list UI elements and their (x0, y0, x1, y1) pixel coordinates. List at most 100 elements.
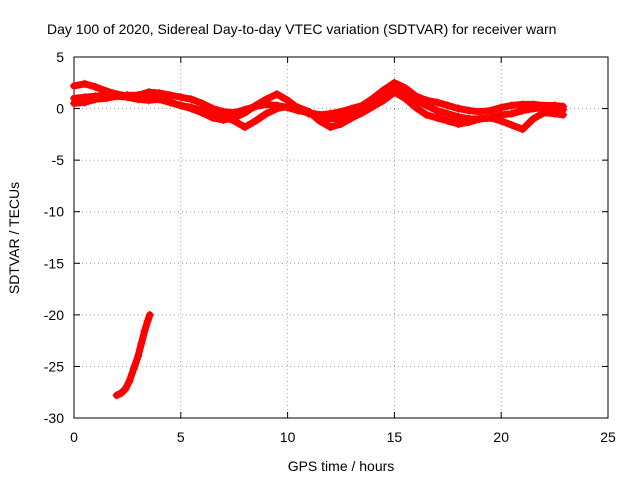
data-point (475, 114, 484, 123)
data-point (272, 90, 281, 99)
data-point (198, 106, 207, 115)
data-point (486, 106, 495, 115)
y-tick-label: -30 (44, 410, 64, 426)
data-point (102, 94, 111, 103)
data-point (80, 79, 89, 88)
x-tick-label: 25 (600, 429, 616, 445)
data-point (125, 376, 134, 385)
data-point (91, 82, 100, 91)
data-point (121, 385, 130, 394)
x-axis: 0 5 10 15 20 25 (70, 57, 616, 445)
data-point (176, 101, 185, 110)
data-point (347, 113, 356, 122)
data-point (272, 104, 281, 113)
data-point (507, 121, 516, 130)
data-point (262, 109, 271, 118)
data-point (70, 99, 78, 108)
y-tick-label: -25 (44, 358, 64, 374)
plot-frame (73, 56, 609, 419)
data-point (70, 81, 78, 90)
data-point (433, 113, 442, 122)
data-point (144, 92, 153, 101)
data-point (251, 101, 260, 110)
data-point (454, 112, 463, 121)
data-point (145, 310, 154, 319)
data-point (208, 109, 217, 118)
data-point (465, 117, 474, 126)
data-point (507, 109, 516, 118)
y-axis-title: SDTVAR / TECUs (6, 182, 22, 294)
x-tick-label: 0 (70, 429, 78, 445)
data-point (443, 101, 452, 110)
data-point (433, 106, 442, 115)
data-point (176, 93, 185, 102)
data-point (379, 96, 388, 105)
data-point (454, 104, 463, 113)
y-tick-label: -10 (44, 204, 64, 220)
data-point (294, 103, 303, 112)
data-point (219, 112, 228, 121)
series-band (113, 311, 154, 399)
data-point (475, 107, 484, 116)
y-tick-label: -20 (44, 307, 64, 323)
data-point (326, 114, 335, 123)
data-point (134, 91, 143, 100)
data-point (539, 108, 548, 117)
series-band-lower (70, 88, 568, 134)
x-tick-label: 20 (493, 429, 509, 445)
data-point (240, 108, 249, 117)
data-point (433, 98, 442, 107)
x-tick-label: 10 (280, 429, 296, 445)
data-point (315, 116, 324, 125)
series-outlier-track (112, 310, 154, 400)
data-marks (70, 78, 568, 400)
data-point (251, 116, 260, 125)
data-point (401, 94, 410, 103)
data-point (116, 389, 125, 398)
data-point (443, 116, 452, 125)
data-point (550, 109, 559, 118)
x-tick-label: 15 (387, 429, 403, 445)
x-tick-label: 5 (177, 429, 185, 445)
data-point (379, 89, 388, 98)
data-point (411, 103, 420, 112)
data-point (422, 110, 431, 119)
data-point (518, 125, 527, 134)
data-point (465, 106, 474, 115)
data-point (134, 352, 143, 361)
data-point (91, 95, 100, 104)
data-point (140, 327, 149, 336)
data-point (518, 106, 527, 115)
data-point (390, 88, 399, 97)
data-point (497, 103, 506, 112)
data-point (137, 339, 146, 348)
data-point (559, 110, 568, 119)
y-tick-label: -5 (52, 152, 65, 168)
y-tick-label: 0 (56, 101, 64, 117)
chart-title: Day 100 of 2020, Sidereal Day-to-day VTE… (47, 21, 556, 37)
data-point (112, 92, 121, 101)
data-point (529, 114, 538, 123)
x-axis-title: GPS time / hours (288, 458, 395, 474)
data-point (187, 95, 196, 104)
data-point (283, 102, 292, 111)
data-point (123, 91, 132, 100)
data-point (337, 120, 345, 129)
data-point (507, 101, 516, 110)
data-point (454, 120, 463, 129)
y-tick-label: -15 (44, 255, 64, 271)
data-point (166, 98, 175, 107)
data-point (369, 102, 378, 111)
data-point (326, 123, 335, 132)
data-point (143, 317, 152, 326)
data-point (166, 91, 175, 100)
y-tick-label: 5 (56, 49, 64, 65)
data-point (240, 123, 249, 132)
data-point (112, 391, 121, 400)
data-point (304, 107, 313, 116)
data-point (422, 101, 431, 110)
data-point (80, 98, 89, 107)
data-point (230, 116, 239, 125)
data-point (187, 103, 196, 112)
